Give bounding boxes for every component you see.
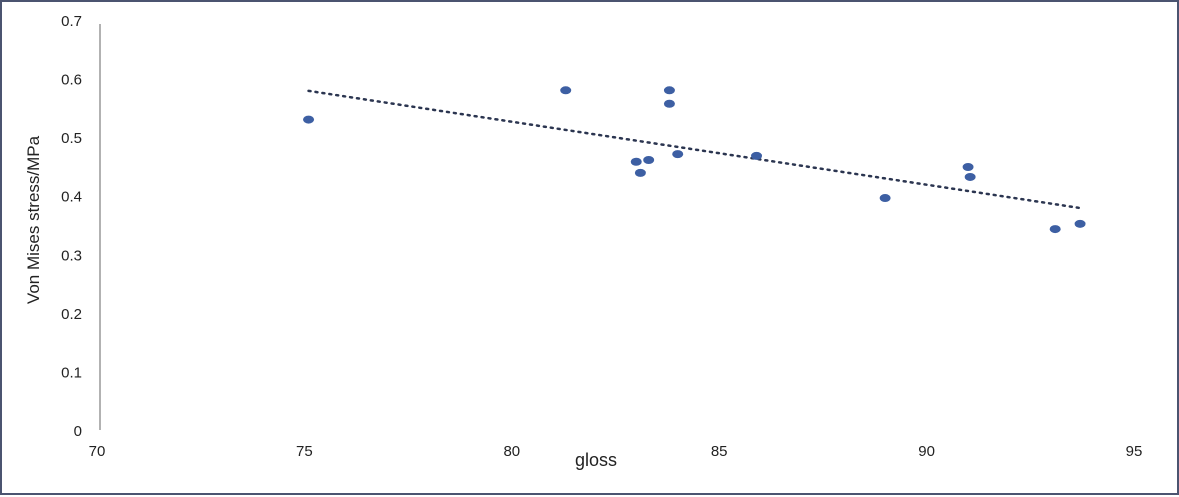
data-point: [1074, 219, 1086, 228]
x-tick-label: 85: [711, 443, 728, 460]
y-tick-label: 0.3: [61, 247, 82, 264]
data-point: [560, 86, 572, 95]
x-tick-label: 95: [1126, 443, 1143, 460]
y-tick-label: 0.5: [61, 130, 82, 147]
data-point: [964, 172, 976, 181]
data-point: [663, 99, 675, 108]
data-point: [962, 163, 974, 172]
data-point: [643, 155, 655, 164]
data-point: [879, 194, 891, 203]
x-tick-label: 75: [296, 443, 313, 460]
y-tick-label: 0.6: [61, 72, 82, 89]
trendline: [307, 89, 1082, 210]
y-tick-label: 0.7: [61, 13, 82, 30]
data-point: [672, 150, 684, 159]
y-axis-label: Von Mises stress/MPa: [24, 135, 43, 304]
y-tick-label: 0.1: [61, 364, 82, 381]
y-tick-label: 0: [74, 423, 82, 440]
data-point: [630, 157, 642, 166]
data-point: [663, 86, 675, 95]
data-point: [303, 115, 315, 124]
data-point: [751, 151, 763, 160]
x-tick-label: 80: [503, 443, 520, 460]
y-tick-label: 0.2: [61, 306, 82, 323]
x-tick-label: 90: [918, 443, 935, 460]
data-point: [634, 168, 646, 177]
x-axis-label: gloss: [575, 450, 617, 470]
y-tick-label: 0.4: [61, 189, 82, 206]
data-point: [1049, 225, 1061, 234]
x-tick-label: 70: [89, 443, 106, 460]
